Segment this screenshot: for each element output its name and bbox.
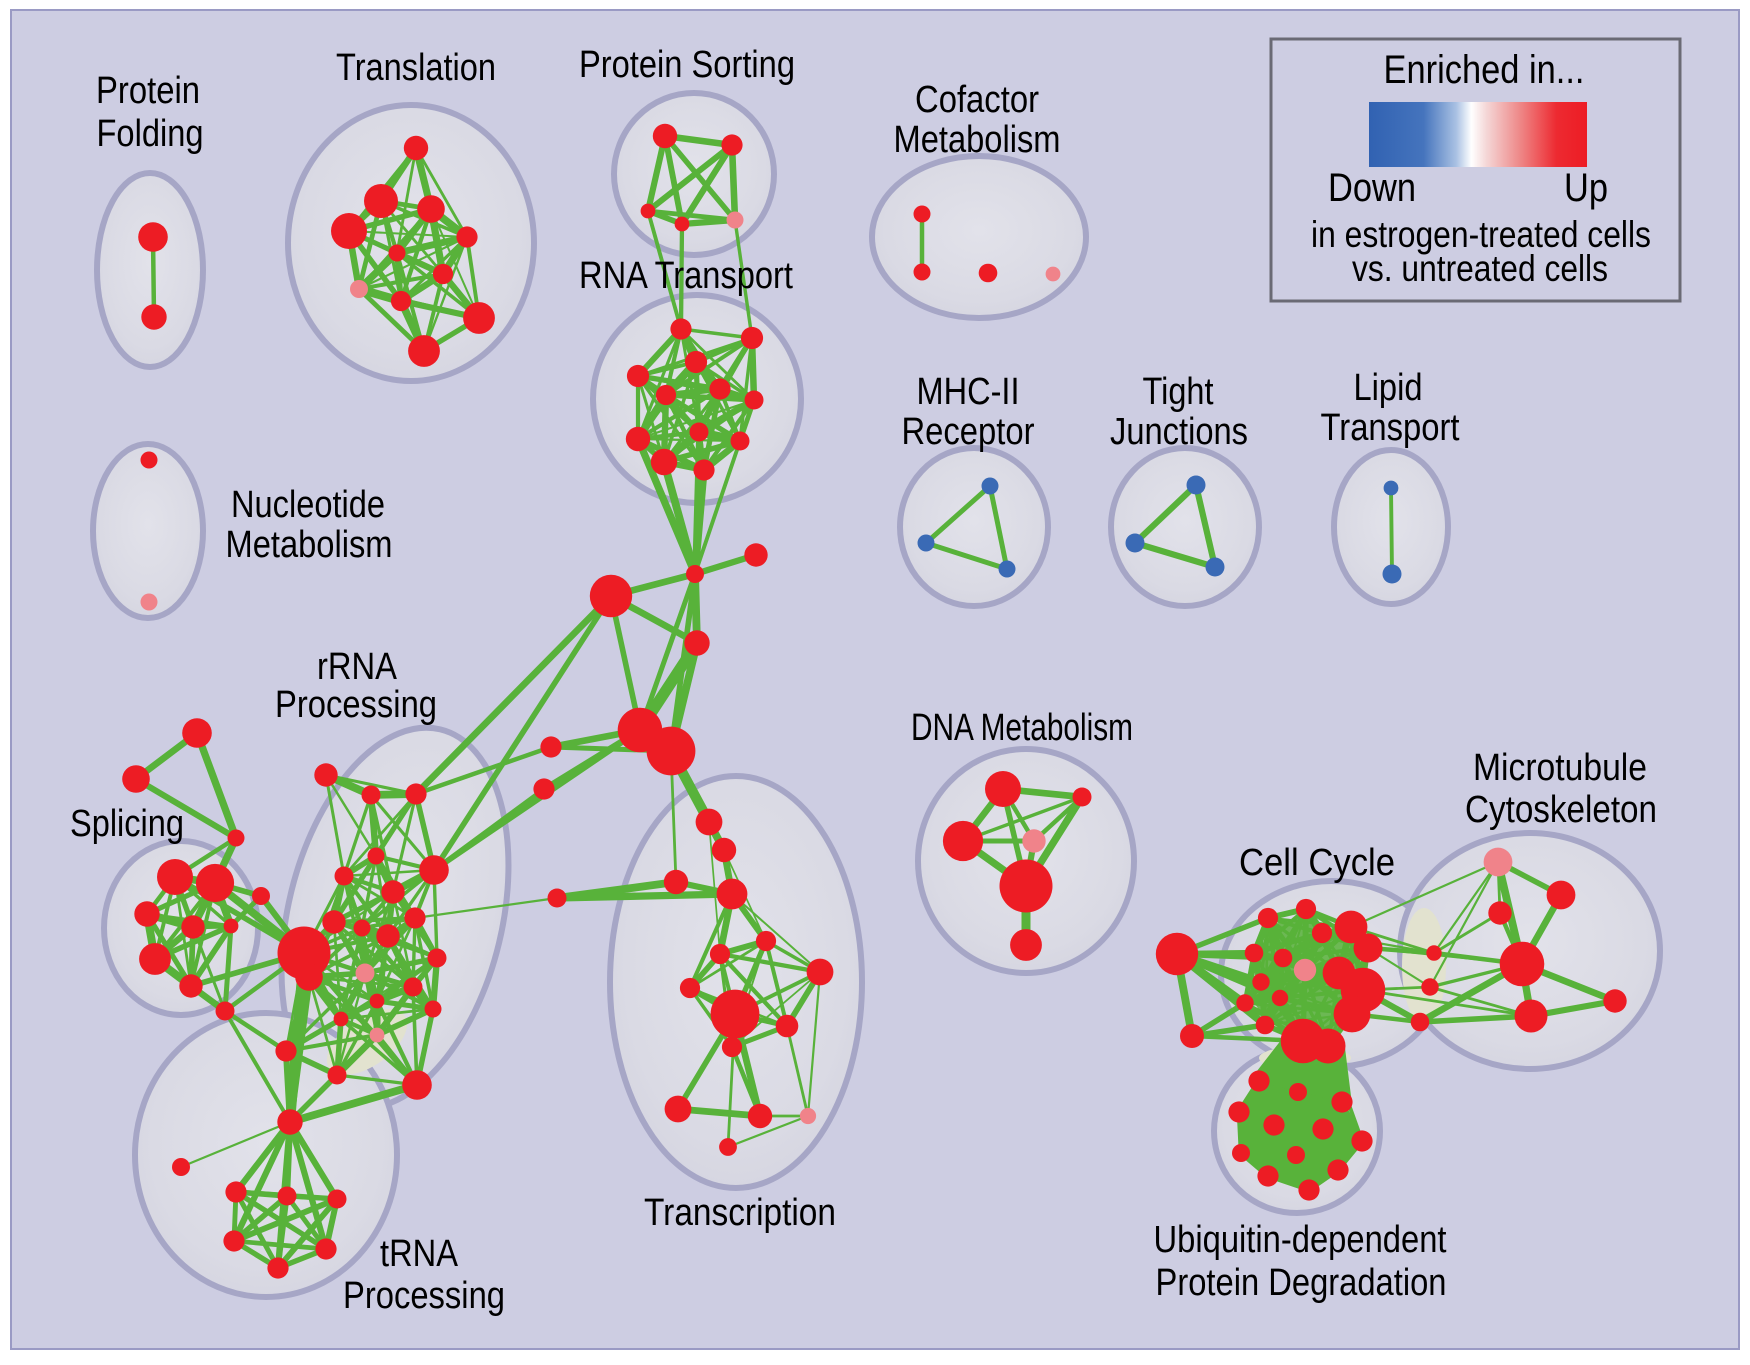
svg-text:Nucleotide: Nucleotide: [231, 484, 385, 526]
svg-text:Ubiquitin-dependent: Ubiquitin-dependent: [1154, 1219, 1447, 1261]
svg-text:Processing: Processing: [343, 1275, 505, 1317]
svg-text:DNA Metabolism: DNA Metabolism: [911, 707, 1133, 749]
svg-text:Lipid: Lipid: [1354, 367, 1423, 409]
svg-text:Protein: Protein: [96, 70, 200, 112]
svg-text:MHC-II: MHC-II: [917, 371, 1020, 413]
svg-text:Microtubule: Microtubule: [1473, 747, 1647, 789]
svg-text:Metabolism: Metabolism: [894, 119, 1061, 161]
svg-text:Splicing: Splicing: [70, 803, 184, 845]
svg-text:Translation: Translation: [336, 47, 496, 89]
svg-text:Protein Sorting: Protein Sorting: [579, 44, 795, 86]
svg-text:Enriched in...: Enriched in...: [1384, 48, 1585, 92]
svg-text:Folding: Folding: [97, 113, 204, 155]
svg-text:rRNA: rRNA: [317, 646, 398, 688]
svg-text:Protein Degradation: Protein Degradation: [1156, 1262, 1447, 1304]
svg-text:tRNA: tRNA: [380, 1233, 459, 1275]
svg-text:Metabolism: Metabolism: [226, 524, 393, 566]
svg-text:Transcription: Transcription: [644, 1192, 836, 1234]
svg-text:in estrogen-treated cells: in estrogen-treated cells: [1311, 214, 1651, 255]
svg-text:Cytoskeleton: Cytoskeleton: [1465, 789, 1657, 831]
svg-text:RNA Transport: RNA Transport: [579, 255, 793, 297]
svg-text:Junctions: Junctions: [1110, 411, 1248, 453]
svg-text:Up: Up: [1564, 166, 1608, 210]
svg-text:Processing: Processing: [275, 684, 437, 726]
svg-text:vs. untreated cells: vs. untreated cells: [1352, 248, 1608, 289]
svg-text:Cell Cycle: Cell Cycle: [1239, 842, 1395, 884]
svg-text:Down: Down: [1328, 166, 1416, 210]
svg-text:Tight: Tight: [1143, 371, 1214, 413]
svg-text:Transport: Transport: [1321, 407, 1460, 449]
svg-text:Receptor: Receptor: [902, 411, 1035, 453]
svg-text:Cofactor: Cofactor: [915, 79, 1039, 121]
